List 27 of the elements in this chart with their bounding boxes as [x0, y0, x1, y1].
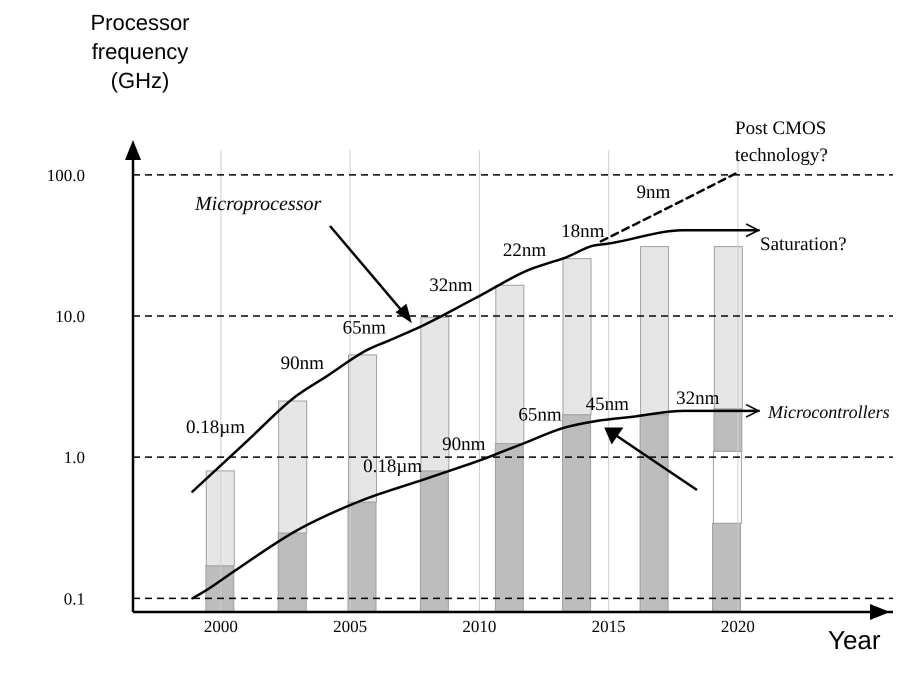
annotation: 32nm: [429, 275, 473, 296]
annotation: 65nm: [518, 404, 562, 426]
annotation: Saturation?: [760, 234, 847, 255]
x-tick-label: 2020: [720, 617, 755, 636]
annotation: 9nm: [636, 182, 670, 204]
y-tick-label: 1.0: [64, 448, 85, 468]
annotation: 90nm: [442, 434, 486, 456]
x-tick-label: 2010: [462, 617, 496, 636]
annotation: 0.18µm: [363, 456, 422, 478]
y-axis-title: Processor frequency (GHz): [90, 10, 190, 93]
annotation: 90nm: [280, 353, 324, 374]
annotation: 65nm: [342, 318, 386, 339]
x-tick-label: 2015: [592, 617, 626, 636]
y-tick-label: 100.0: [46, 166, 85, 185]
annotation: Post CMOS technology?: [735, 118, 828, 166]
y-tick-label: 10.0: [55, 307, 85, 326]
x-tick-label: 2000: [204, 617, 238, 636]
text: Microprocessor: [194, 193, 322, 215]
y-tick-label: 0.1: [64, 589, 85, 608]
series-label: Microcontrollers: [767, 402, 890, 422]
annotation: 0.18µm: [186, 417, 246, 438]
annotation: 22nm: [502, 240, 546, 261]
annotation: 45nm: [586, 394, 630, 415]
annotation: 18nm: [561, 220, 605, 242]
x-axis-title: Year: [828, 625, 881, 655]
x-tick-label: 2005: [333, 617, 368, 636]
annotation: 32nm: [676, 388, 720, 409]
